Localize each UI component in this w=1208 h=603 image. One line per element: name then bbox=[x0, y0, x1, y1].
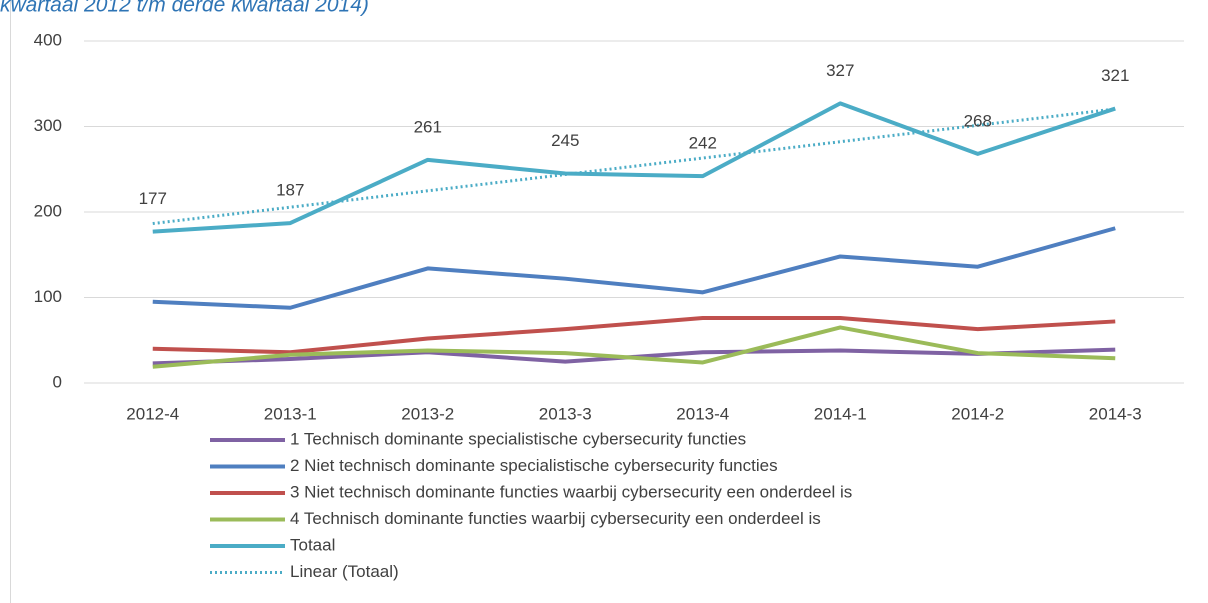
data-label: 327 bbox=[826, 61, 854, 80]
series-line bbox=[152, 226, 1116, 310]
series-line bbox=[152, 316, 1116, 355]
x-tick-label: 2014-3 bbox=[1089, 404, 1142, 423]
x-tick-label: 2014-2 bbox=[951, 404, 1004, 423]
data-label: 245 bbox=[551, 131, 579, 150]
x-tick-label: 2013-3 bbox=[539, 404, 592, 423]
y-tick-label: 100 bbox=[34, 287, 62, 306]
data-label: 321 bbox=[1101, 66, 1129, 85]
y-tick-label: 300 bbox=[34, 116, 62, 135]
legend-label: Totaal bbox=[290, 535, 335, 554]
chart-title: kwartaal 2012 t/m derde kwartaal 2014) bbox=[0, 0, 369, 17]
y-tick-label: 200 bbox=[34, 201, 62, 220]
legend-label: Linear (Totaal) bbox=[290, 562, 399, 581]
y-tick-label: 0 bbox=[53, 372, 62, 391]
legend-label: 2 Niet technisch dominante specialistisc… bbox=[290, 456, 778, 475]
legend-label: 1 Technisch dominante specialistische cy… bbox=[290, 429, 746, 448]
x-tick-label: 2014-1 bbox=[814, 404, 867, 423]
data-label: 187 bbox=[276, 181, 304, 200]
y-tick-label: 400 bbox=[34, 30, 62, 49]
series-line bbox=[152, 325, 1116, 369]
x-tick-label: 2012-4 bbox=[126, 404, 179, 423]
data-label: 242 bbox=[689, 134, 717, 153]
chart-frame bbox=[10, 0, 11, 603]
data-label: 268 bbox=[964, 111, 992, 130]
legend-label: 4 Technisch dominante functies waarbij c… bbox=[290, 509, 821, 528]
series-line bbox=[152, 101, 1116, 234]
data-label: 261 bbox=[414, 117, 442, 136]
legend-label: 3 Niet technisch dominante functies waar… bbox=[290, 482, 852, 501]
trend-line bbox=[152, 107, 1116, 226]
x-tick-label: 2013-4 bbox=[676, 404, 729, 423]
data-label: 177 bbox=[139, 189, 167, 208]
x-tick-label: 2013-1 bbox=[264, 404, 317, 423]
x-tick-label: 2013-2 bbox=[401, 404, 454, 423]
